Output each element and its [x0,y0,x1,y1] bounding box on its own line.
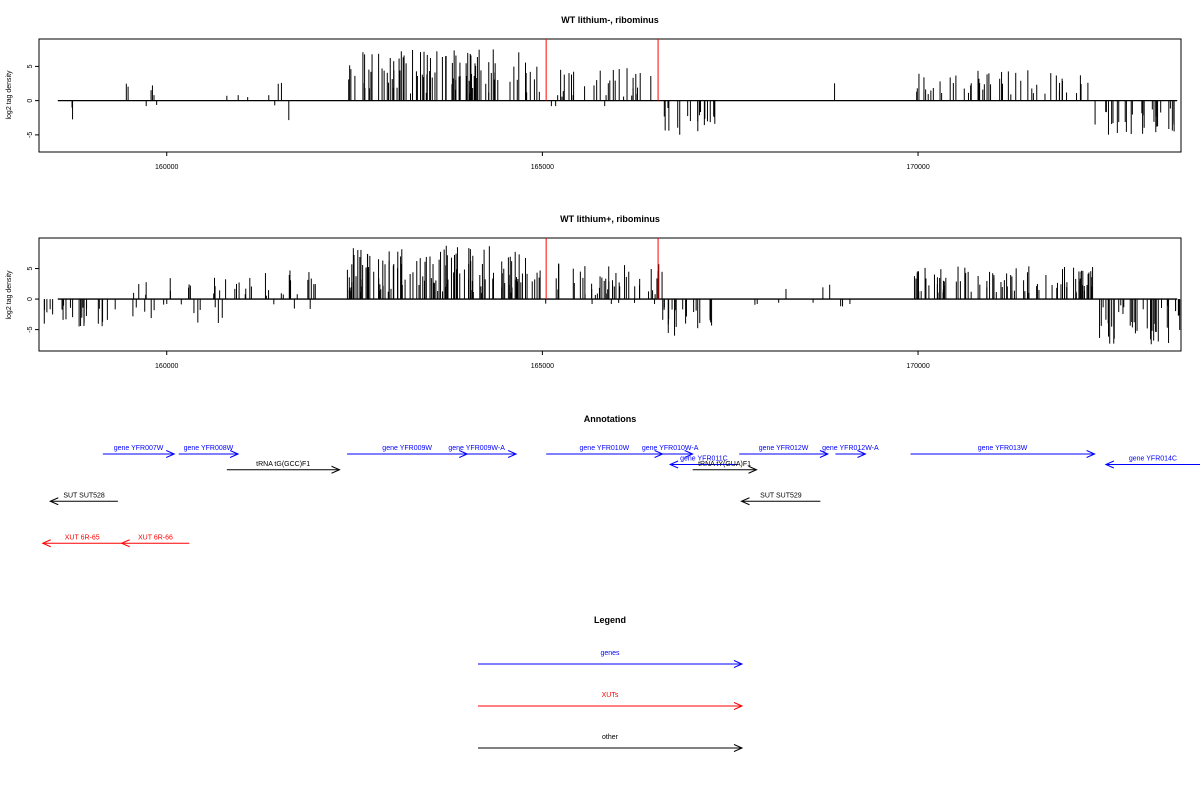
panel-2-plot-frame [38,237,1182,352]
feature-arrowhead [41,539,51,548]
x-tick-label: 170000 [906,363,929,370]
feature-arrowhead [49,497,59,506]
x-tick-label: 165000 [531,164,554,171]
x-tick-label: 160000 [155,363,178,370]
y-tick-label: -5 [27,132,34,138]
panel-lithium-minus: WT lithium-, ribominus log2 tag density … [6,15,1182,171]
legend-label: genes [600,650,620,657]
feature-label: gene YFR011C [680,456,728,463]
feature-label: gene YFR013W [978,445,1028,452]
annotation-features: gene YFR007W gene YFR008W gene YFR009W gene… [41,445,1200,548]
feature-arrowhead [668,460,679,469]
feature-label: gene YFR009W [382,445,432,452]
y-tick-label: -5 [27,326,34,332]
panel-2-signal-bars [43,245,1181,345]
feature-label: SUT SUT529 [760,492,802,499]
feature-arrowhead [331,465,341,474]
panel-1-title: WT lithium-, ribominus [561,15,659,25]
feature-label: gene YFR010W-A [642,445,699,452]
feature-arrowhead [819,450,830,458]
y-tick-label: 0 [27,99,34,103]
feature-label: XUT 6R-65 [65,534,100,541]
panel-1-y-axis: -5 0 5 [27,64,40,138]
legend-arrowhead [733,660,744,668]
feature-label: gene YFR014C [1129,456,1177,463]
panel-1-x-axis: 160000 165000 170000 [155,152,930,171]
feature-arrowhead [857,450,867,458]
y-tick-label: 5 [27,266,34,270]
legend-title: Legend [594,615,626,625]
legend-section: Legend genes XUTs other [478,615,744,752]
panel-2-title: WT lithium+, ribominus [560,214,660,224]
feature-arrowhead [748,465,758,474]
feature-label: tRNA tY(GUA)F1 [698,461,751,468]
x-tick-label: 160000 [155,164,178,171]
feature-arrowhead [166,450,176,458]
feature-label: gene YFR008W [184,445,234,452]
feature-label: gene YFR012W [759,445,809,452]
feature-arrowhead [1104,460,1115,469]
feature-label: gene YFR007W [114,445,164,452]
feature-arrowhead [1086,450,1096,458]
feature-arrowhead [120,539,130,548]
feature-label: gene YFR009W-A [448,445,505,452]
feature-label: gene YFR010W [580,445,630,452]
feature-arrowhead [684,450,694,458]
feature-label: gene YFR012W-A [822,445,879,452]
feature-label: SUT SUT528 [63,492,105,499]
y-tick-label: 5 [27,64,34,68]
feature-arrowhead [740,497,750,506]
panel-1-markers [545,39,659,101]
panel-2-y-axis: -5 0 5 [27,266,40,333]
x-tick-label: 170000 [906,164,929,171]
x-tick-label: 165000 [531,363,554,370]
y-tick-label: 0 [27,297,34,301]
panel-2-x-axis: 160000 165000 170000 [155,351,930,370]
legend-label: XUTs [602,692,619,699]
feature-label: tRNA tG(GCC)F1 [256,461,310,468]
panel-lithium-plus: WT lithium+, ribominus log2 tag density … [6,214,1182,370]
feature-arrowhead [507,450,518,458]
annotations-section: Annotations gene YFR007W gene YFR008W gene… [41,414,1200,548]
panel-2-markers [545,238,659,300]
legend-arrowhead [733,702,744,710]
legend-arrowhead [733,744,744,752]
panel-2-ylabel: log2 tag density [6,270,13,320]
legend-label: other [602,734,619,741]
panel-1-ylabel: log2 tag density [6,70,13,120]
annotations-title: Annotations [584,414,637,424]
feature-label: XUT 6R-66 [138,534,173,541]
panel-1-signal-bars [71,49,1175,135]
legend-entries: genes XUTs other [478,650,744,752]
feature-arrowhead [229,450,240,458]
